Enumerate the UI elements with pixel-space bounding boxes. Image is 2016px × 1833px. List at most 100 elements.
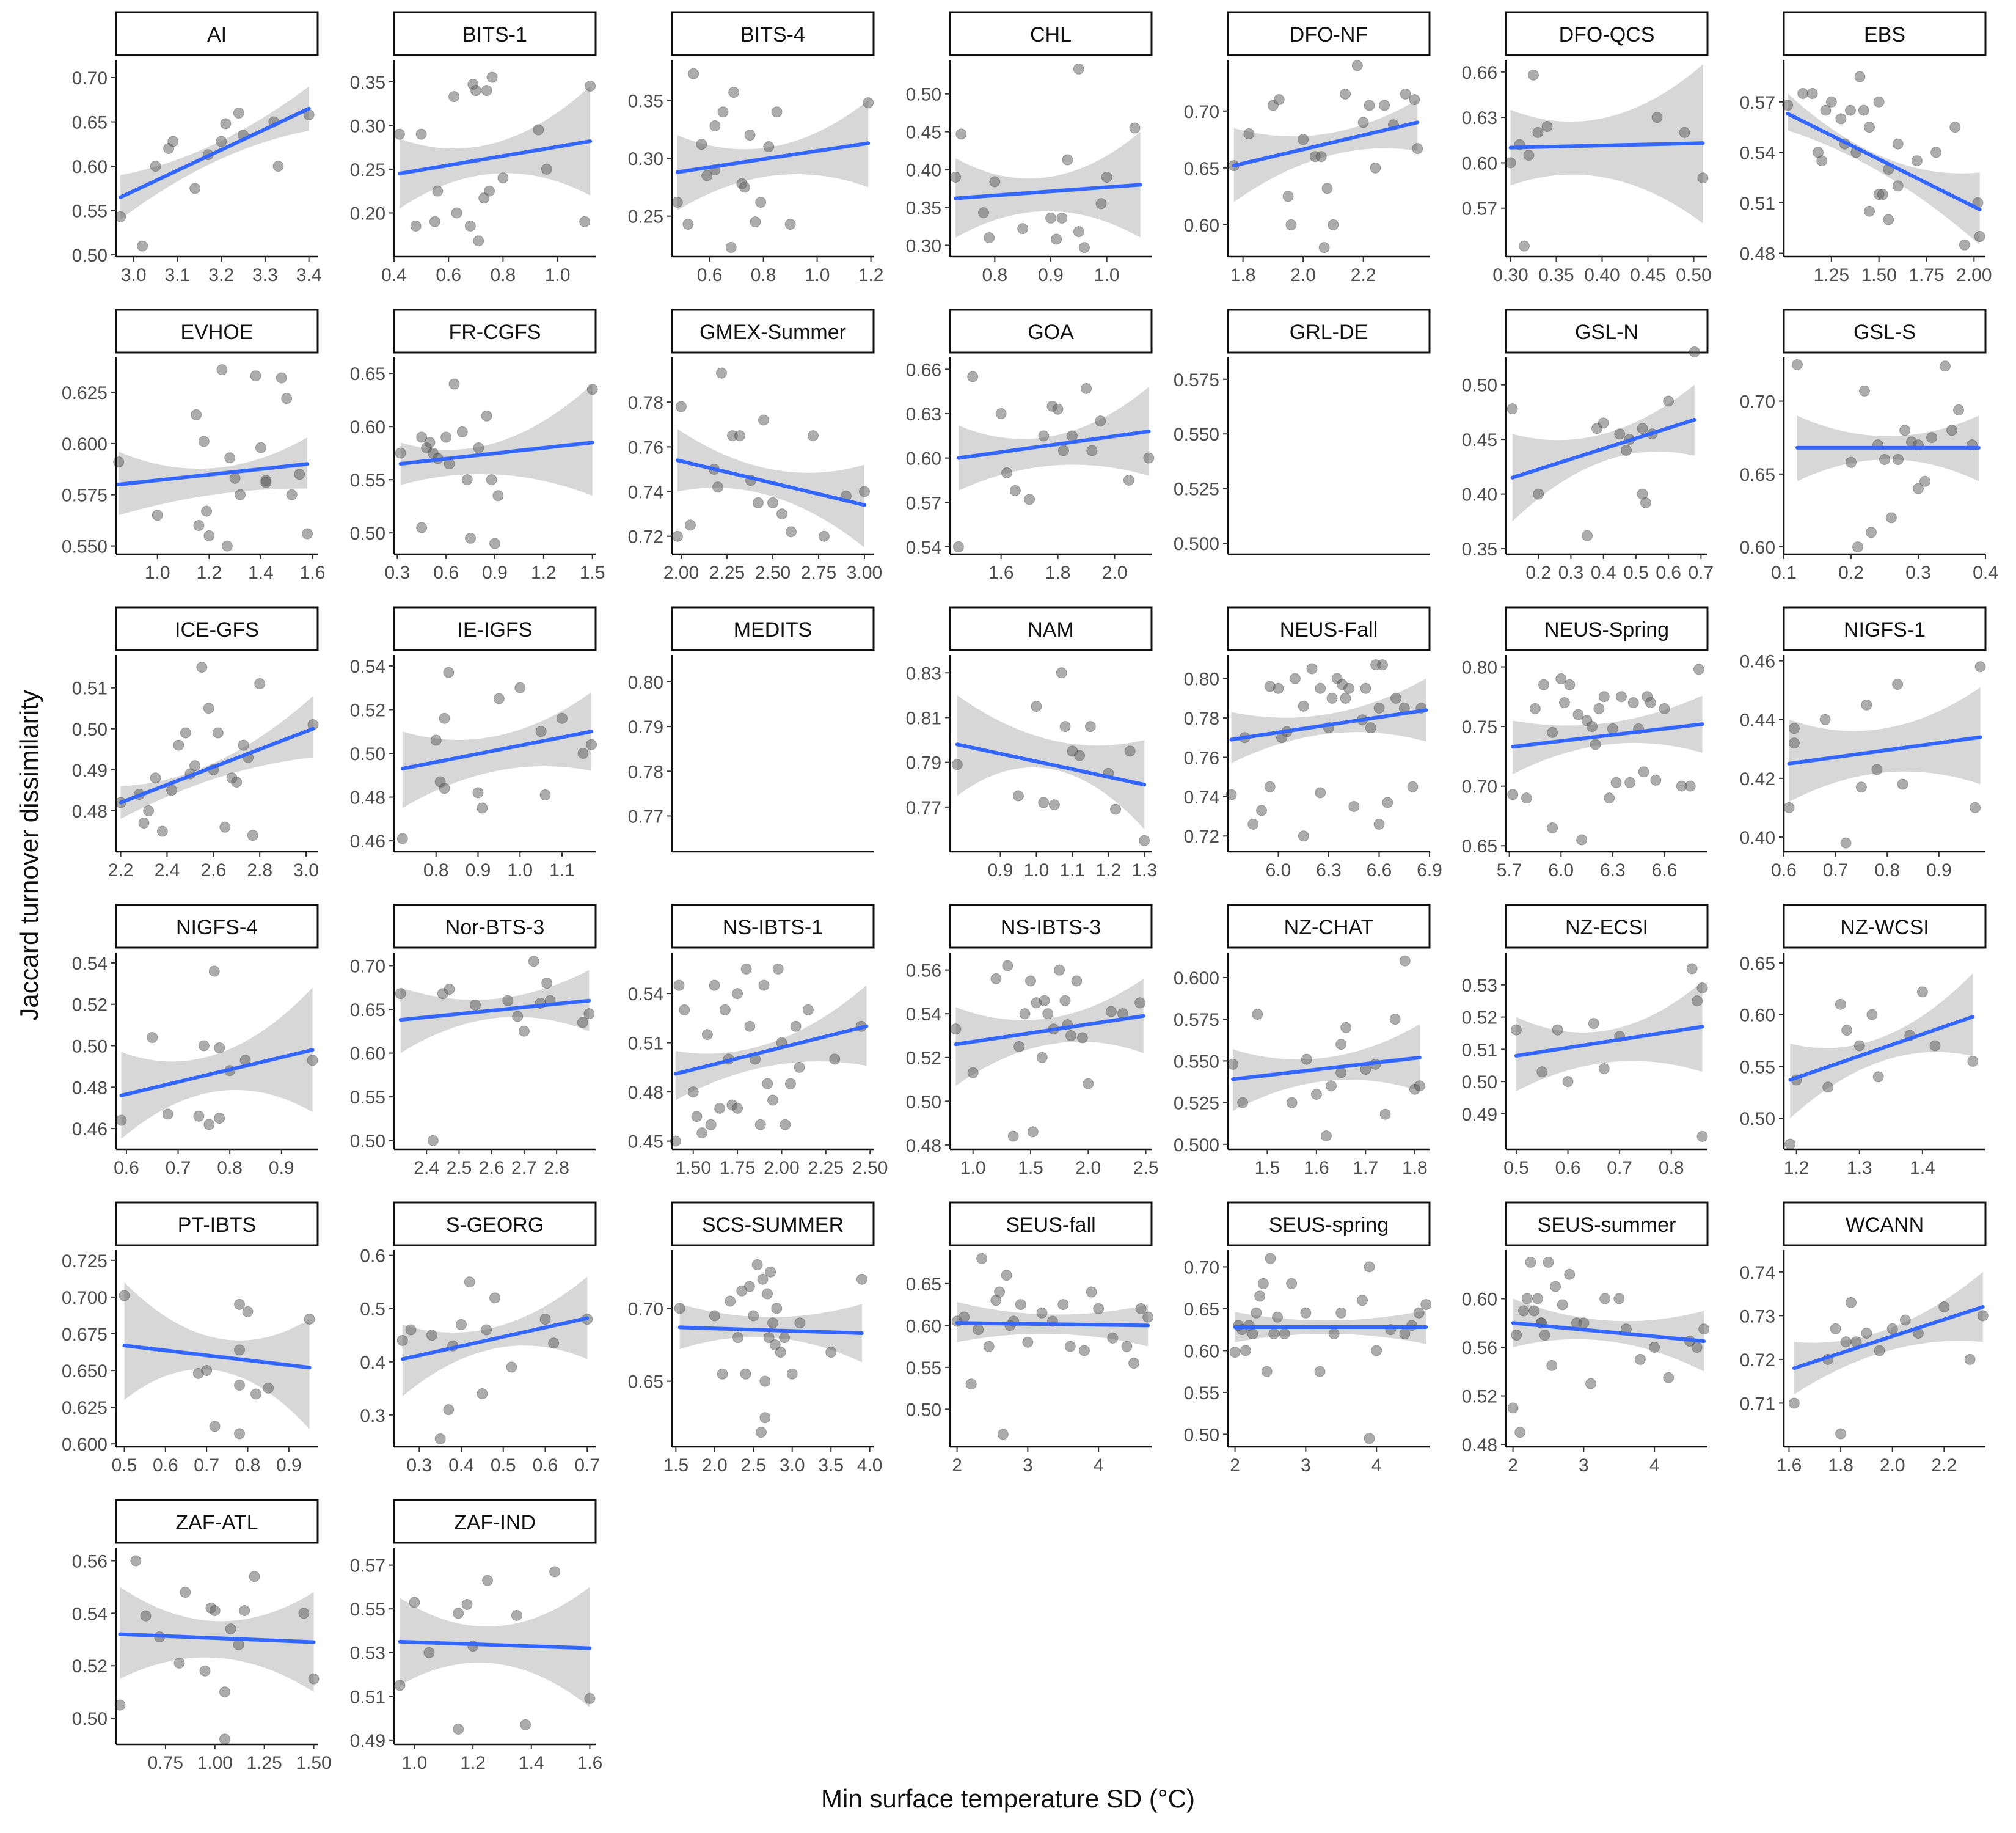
data-point xyxy=(679,1004,690,1015)
data-point xyxy=(1052,403,1064,415)
y-tick-label: 0.60 xyxy=(1740,538,1775,558)
data-point xyxy=(208,965,220,977)
x-tick-label: 4.0 xyxy=(857,1455,883,1476)
x-tick-label: 0.6 xyxy=(114,1158,139,1178)
data-point xyxy=(1310,1088,1322,1100)
y-tick-label: 0.55 xyxy=(350,470,385,491)
data-point xyxy=(757,1273,769,1285)
facet-title: NEUS-Fall xyxy=(1280,618,1378,642)
data-point xyxy=(794,1317,806,1329)
facet-strip xyxy=(949,1201,1153,1246)
data-point xyxy=(528,956,539,967)
y-tick-label: 0.70 xyxy=(1184,1257,1219,1278)
data-point xyxy=(1659,703,1670,714)
data-point xyxy=(732,1102,743,1114)
x-tick-label: 6.9 xyxy=(1417,860,1442,880)
data-point xyxy=(453,1723,464,1735)
data-point xyxy=(489,538,500,549)
data-point xyxy=(1247,818,1259,830)
data-point xyxy=(1001,1270,1012,1281)
data-point xyxy=(769,1339,781,1351)
data-point xyxy=(1897,778,1908,790)
data-point xyxy=(1517,1305,1529,1317)
x-tick-label: 2.2 xyxy=(1351,265,1376,285)
data-point xyxy=(1318,242,1330,254)
data-point xyxy=(1607,723,1618,734)
y-tick-label: 0.56 xyxy=(906,961,941,981)
data-point xyxy=(1142,1311,1154,1323)
x-tick-label: 1.2 xyxy=(531,563,557,583)
data-point xyxy=(1247,1328,1258,1340)
data-point xyxy=(473,442,484,453)
data-point xyxy=(1251,1307,1262,1319)
y-tick-label: 0.3 xyxy=(360,1406,385,1426)
y-tick-label: 0.52 xyxy=(1462,1387,1497,1407)
data-point xyxy=(779,1332,791,1344)
x-tick-label: 0.8 xyxy=(423,860,449,880)
data-point xyxy=(1886,512,1897,524)
x-tick-label: 0.6 xyxy=(153,1455,178,1476)
x-tick-label: 1.5 xyxy=(663,1455,688,1476)
data-point xyxy=(234,1344,246,1356)
data-point xyxy=(1864,205,1875,217)
data-point xyxy=(950,1023,962,1035)
data-point xyxy=(533,124,544,136)
facet-evhoe: EVHOE 0.550 0.575 0.600 0.625 1.0 1.2 1.4 1.6 xyxy=(62,309,325,583)
confidence-band xyxy=(1516,981,1703,1091)
data-point xyxy=(743,1281,755,1292)
data-point xyxy=(1899,425,1910,436)
data-point xyxy=(1227,1058,1239,1070)
data-point xyxy=(754,1119,766,1130)
data-point xyxy=(1519,240,1530,252)
y-tick-label: 0.72 xyxy=(628,527,663,547)
data-point xyxy=(1840,1336,1852,1348)
x-tick-label: 3.0 xyxy=(293,860,319,880)
data-point xyxy=(762,1078,773,1089)
x-tick-label: 2.5 xyxy=(447,1158,472,1178)
data-point xyxy=(786,526,797,538)
x-tick-label: 0.45 xyxy=(1630,265,1665,285)
data-point xyxy=(429,216,440,227)
y-tick-label: 0.60 xyxy=(1462,153,1497,174)
facet-strip xyxy=(393,11,597,56)
data-point xyxy=(1073,226,1084,238)
facet-neus-spring: NEUS-Spring 0.65 0.70 0.75 0.80 5.7 6.0 6.3 6.6 xyxy=(1462,606,1709,880)
facet-title: DFO-QCS xyxy=(1559,23,1655,46)
data-point xyxy=(1977,1310,1989,1322)
data-point xyxy=(1012,790,1024,802)
data-point xyxy=(1507,403,1518,415)
data-point xyxy=(583,1008,595,1020)
y-tick-label: 0.57 xyxy=(1740,93,1775,113)
facet-title: AI xyxy=(207,23,227,46)
facet-strip xyxy=(1505,1201,1709,1246)
data-point xyxy=(233,1639,244,1650)
data-point xyxy=(983,1341,995,1352)
data-point xyxy=(115,211,126,222)
facet-nz-ecsi: NZ-ECSI 0.49 0.50 0.51 0.52 0.53 0.5 0.6 0.7 0.8 xyxy=(1462,904,1709,1178)
data-point xyxy=(465,532,477,544)
data-point xyxy=(829,1053,841,1065)
y-tick-label: 0.48 xyxy=(350,788,385,808)
confidence-band xyxy=(955,131,1141,238)
facet-strip xyxy=(115,1201,319,1246)
facet-s-georg: S-GEORG 0.3 0.4 0.5 0.6 0.3 0.4 0.5 0.6 0.7 xyxy=(360,1201,600,1476)
y-tick-label: 0.65 xyxy=(350,364,385,384)
data-point xyxy=(744,1020,756,1032)
y-tick-label: 0.46 xyxy=(72,1119,108,1140)
y-tick-label: 0.65 xyxy=(72,113,108,133)
data-point xyxy=(1045,212,1056,224)
facet-strip xyxy=(671,309,875,354)
facet-title: ZAF-IND xyxy=(454,1511,536,1534)
data-point xyxy=(1620,445,1632,456)
data-point xyxy=(221,540,233,552)
data-point xyxy=(696,1127,708,1139)
data-point xyxy=(1300,1307,1312,1319)
y-tick-label: 0.50 xyxy=(72,1037,108,1057)
data-point xyxy=(432,185,444,197)
x-tick-label: 6.6 xyxy=(1367,860,1392,880)
data-point xyxy=(286,489,298,500)
data-point xyxy=(750,216,761,228)
x-tick-label: 2.00 xyxy=(1956,265,1992,285)
x-tick-label: 3.5 xyxy=(818,1455,844,1476)
x-tick-label: 4 xyxy=(1094,1455,1104,1476)
